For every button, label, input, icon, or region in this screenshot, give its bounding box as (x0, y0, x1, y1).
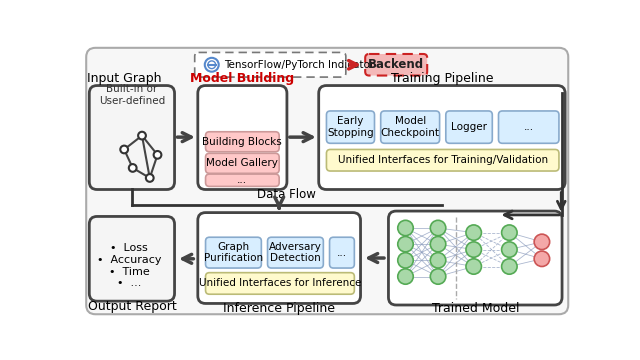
Circle shape (430, 269, 446, 284)
Circle shape (430, 220, 446, 236)
FancyBboxPatch shape (381, 111, 440, 143)
FancyBboxPatch shape (90, 86, 175, 189)
Circle shape (466, 242, 481, 257)
Text: Built-in or
User-defined: Built-in or User-defined (99, 84, 165, 105)
Circle shape (502, 225, 517, 240)
Circle shape (129, 164, 136, 172)
FancyBboxPatch shape (86, 48, 568, 314)
FancyBboxPatch shape (195, 53, 346, 77)
Circle shape (430, 237, 446, 252)
FancyBboxPatch shape (388, 211, 562, 305)
Text: Logger: Logger (451, 122, 487, 132)
Text: Inference Pipeline: Inference Pipeline (223, 302, 335, 315)
Circle shape (534, 234, 550, 249)
Text: Data Flow: Data Flow (257, 188, 316, 201)
FancyBboxPatch shape (326, 149, 559, 171)
Circle shape (466, 225, 481, 240)
Text: •  Loss
•  Accuracy
•  Time
•  ...: • Loss • Accuracy • Time • ... (97, 243, 161, 288)
Text: ...: ... (524, 122, 534, 132)
FancyBboxPatch shape (205, 237, 261, 268)
FancyBboxPatch shape (499, 111, 559, 143)
Text: Model
Checkpoint: Model Checkpoint (381, 116, 440, 138)
Circle shape (397, 253, 413, 268)
Text: Unified Interfaces for Training/Validation: Unified Interfaces for Training/Validati… (338, 155, 548, 165)
Circle shape (138, 132, 146, 139)
Circle shape (502, 259, 517, 274)
Text: Output Report: Output Report (88, 300, 176, 313)
Text: Building Blocks: Building Blocks (202, 137, 282, 147)
FancyBboxPatch shape (446, 111, 492, 143)
Circle shape (502, 242, 517, 257)
FancyBboxPatch shape (326, 111, 374, 143)
Text: Model Building: Model Building (190, 72, 294, 85)
Text: Adversary
Detection: Adversary Detection (269, 242, 322, 264)
Text: Trained Model: Trained Model (431, 302, 519, 315)
FancyBboxPatch shape (319, 86, 565, 189)
Text: TensorFlow/PyTorch Indicator: TensorFlow/PyTorch Indicator (224, 60, 374, 70)
Circle shape (397, 220, 413, 236)
Text: ...: ... (237, 175, 248, 185)
FancyBboxPatch shape (268, 237, 323, 268)
Text: Model Gallery: Model Gallery (207, 158, 278, 168)
Circle shape (397, 237, 413, 252)
FancyBboxPatch shape (205, 132, 279, 152)
FancyBboxPatch shape (90, 216, 175, 301)
Circle shape (146, 174, 154, 182)
FancyBboxPatch shape (198, 86, 287, 189)
Text: Backend: Backend (368, 58, 424, 71)
Text: Graph
Purification: Graph Purification (204, 242, 263, 264)
Text: ...: ... (337, 248, 347, 258)
Text: Input Graph: Input Graph (87, 72, 161, 85)
Circle shape (466, 259, 481, 274)
Text: Unified Interfaces for Inference: Unified Interfaces for Inference (199, 278, 361, 288)
FancyBboxPatch shape (198, 213, 360, 303)
Text: Training Pipeline: Training Pipeline (390, 72, 493, 85)
FancyBboxPatch shape (330, 237, 355, 268)
Text: Early
Stopping: Early Stopping (327, 116, 374, 138)
Circle shape (430, 253, 446, 268)
Circle shape (154, 151, 161, 159)
FancyBboxPatch shape (205, 174, 279, 186)
Circle shape (534, 251, 550, 266)
FancyBboxPatch shape (205, 273, 355, 294)
Circle shape (120, 145, 128, 153)
Circle shape (397, 269, 413, 284)
FancyBboxPatch shape (365, 54, 428, 76)
FancyBboxPatch shape (205, 153, 279, 173)
